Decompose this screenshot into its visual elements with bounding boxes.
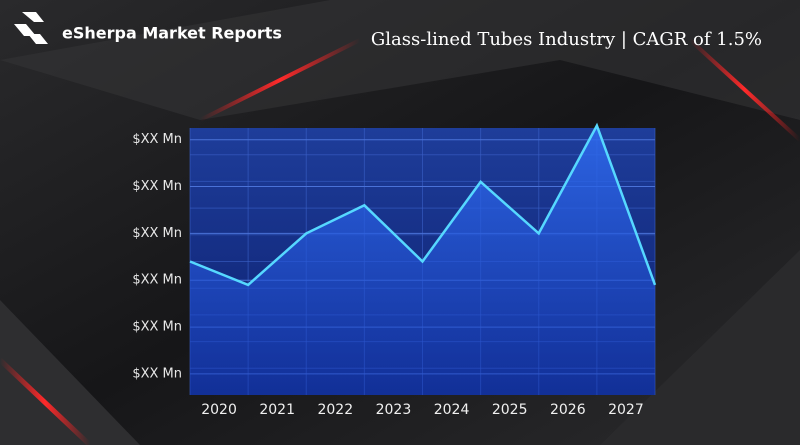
y-tick-label: $XX Mn [132, 179, 182, 194]
x-tick-label: 2026 [550, 402, 586, 418]
red-streak [0, 358, 92, 445]
line [189, 122, 657, 287]
y-tick-label: $XX Mn [132, 366, 182, 381]
y-tick-label: $XX Mn [132, 132, 182, 147]
bg-shape [0, 300, 140, 445]
x-tick-label: 2023 [376, 402, 412, 418]
area [190, 125, 655, 395]
y-tick-label: $XX Mn [132, 273, 182, 288]
brand: eSherpa Market Reports [62, 24, 282, 43]
x-tick-label: 2024 [434, 402, 470, 418]
x-tick-label: 2025 [492, 402, 528, 418]
x-tick-label: 2021 [259, 402, 295, 418]
red-streak [688, 38, 800, 142]
x-tick-label: 2027 [608, 402, 644, 418]
y-tick-label: $XX Mn [132, 320, 182, 335]
x-tick-label: 2020 [201, 402, 237, 418]
y-tick-label: $XX Mn [132, 226, 182, 241]
chart-title: Glass-lined Tubes Industry | CAGR of 1.5… [371, 29, 762, 50]
red-streak [199, 38, 361, 122]
logo [14, 12, 48, 44]
bg-shape [0, 0, 800, 120]
bg-shape [600, 250, 800, 445]
x-tick-label: 2022 [317, 402, 353, 418]
